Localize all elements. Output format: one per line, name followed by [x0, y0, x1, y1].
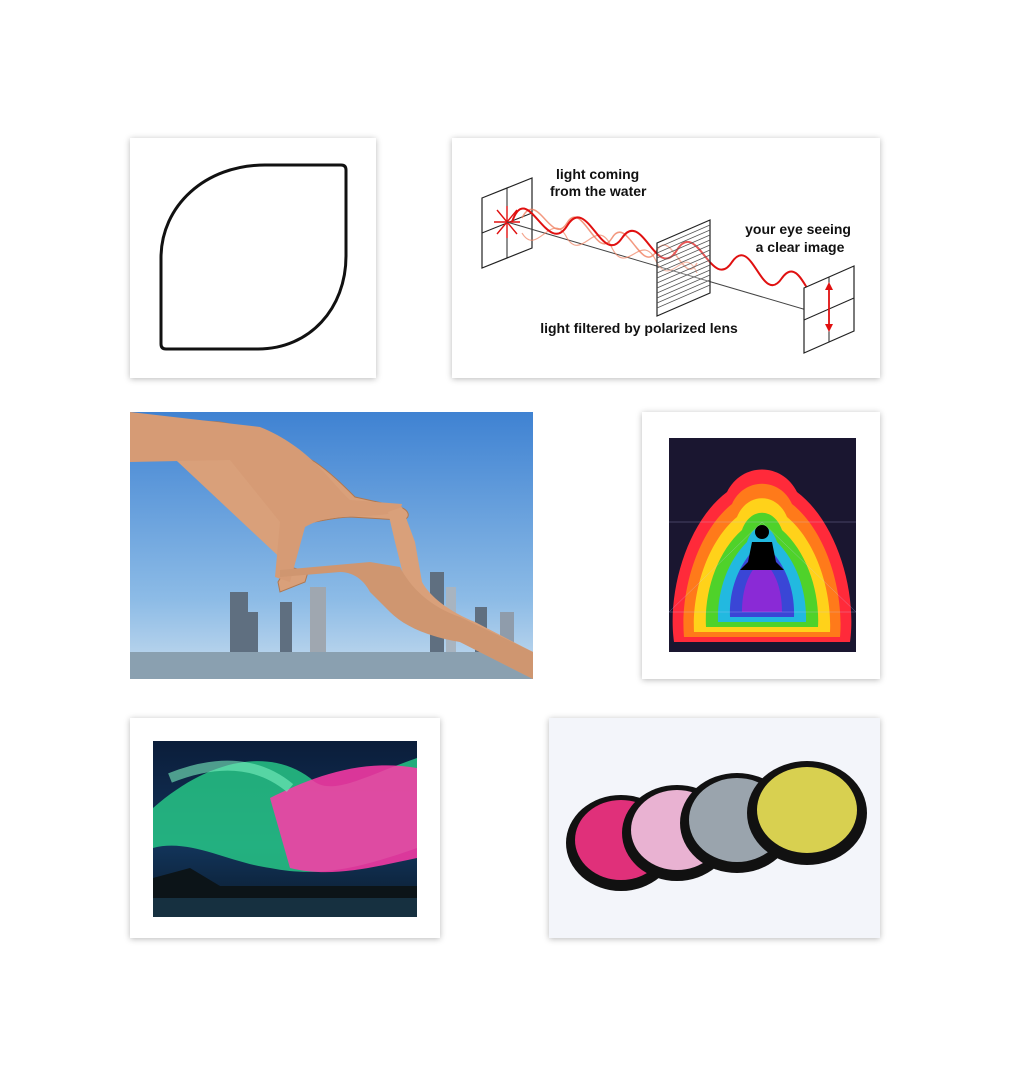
- polarization-diagram: light coming from the water your eye see…: [481, 166, 855, 354]
- light-source-label-line1: light coming: [556, 166, 639, 182]
- hands-frame-photo-card: [130, 412, 533, 679]
- leaf-shape-icon: [159, 163, 348, 351]
- light-source-label-line2: from the water: [550, 183, 647, 199]
- light-source-label: light coming from the water: [550, 166, 647, 199]
- polarization-diagram-card: light coming from the water your eye see…: [452, 138, 880, 378]
- eye-label: your eye seeing a clear image: [745, 221, 855, 255]
- unpolarized-wave: [521, 208, 698, 270]
- polarizing-filter: [656, 219, 711, 317]
- color-filters-photo-card: [549, 718, 880, 938]
- eye-label-line1: your eye seeing: [745, 221, 851, 237]
- hands-frame-photo: [130, 412, 533, 679]
- source-panel: [481, 177, 533, 269]
- aura-meditation-art: [668, 438, 857, 652]
- aurora-photo-card: [130, 718, 440, 938]
- leaf-shape-card: [130, 138, 376, 378]
- aura-meditation-art-card: [642, 412, 880, 679]
- filter-label: light filtered by polarized lens: [540, 320, 738, 336]
- polarized-wave: [511, 207, 828, 305]
- yellow-filter: [747, 761, 867, 865]
- color-filters-photo: [549, 718, 880, 938]
- aurora-photo: [153, 741, 417, 917]
- eye-label-line2: a clear image: [756, 239, 845, 255]
- eye-panel: [803, 265, 855, 354]
